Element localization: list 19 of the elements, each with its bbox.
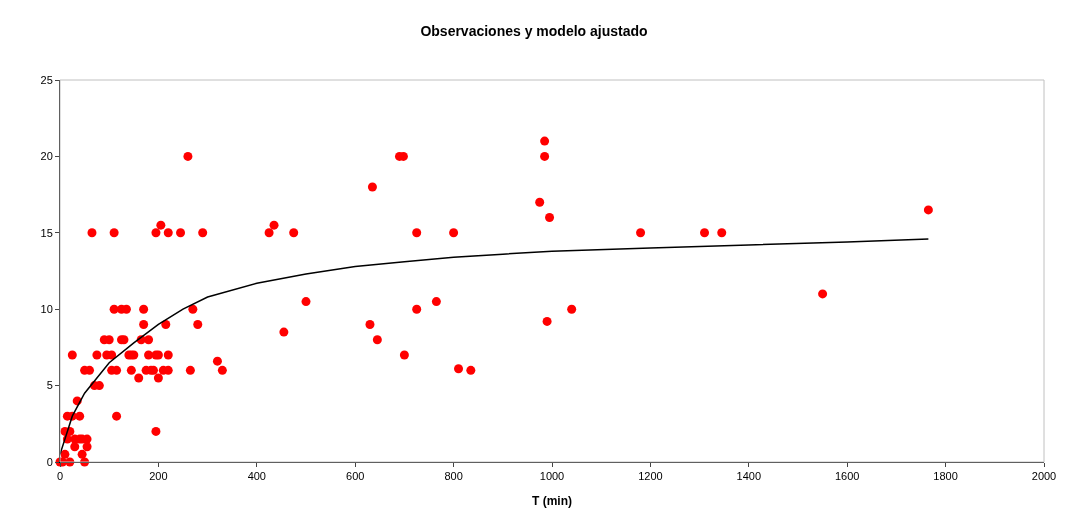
x-tick-label: 1000 [539,470,565,483]
y-tick-label: 15 [40,226,53,239]
x-tick-label: 1600 [834,470,860,483]
y-tick-label: 20 [40,150,53,163]
x-axis-title: T (min) [532,494,572,509]
x-tick-label: 1800 [933,470,958,483]
x-tick-label: 1200 [638,470,663,483]
chart-title: Observaciones y modelo ajustado [420,22,648,39]
y-tick-label: 25 [40,73,53,86]
x-tick-label: 1400 [736,470,762,483]
x-tick-label: 400 [247,470,266,483]
x-tick-label: 0 [56,470,64,483]
y-tick-label: 10 [40,303,53,316]
y-tick-label: 0 [46,455,53,468]
x-tick-label: 2000 [1031,470,1057,483]
y-tick-label: 5 [46,379,53,392]
x-tick-label: 600 [346,470,365,483]
x-tick-label: 800 [444,470,463,483]
x-tick-label: 200 [149,470,168,483]
